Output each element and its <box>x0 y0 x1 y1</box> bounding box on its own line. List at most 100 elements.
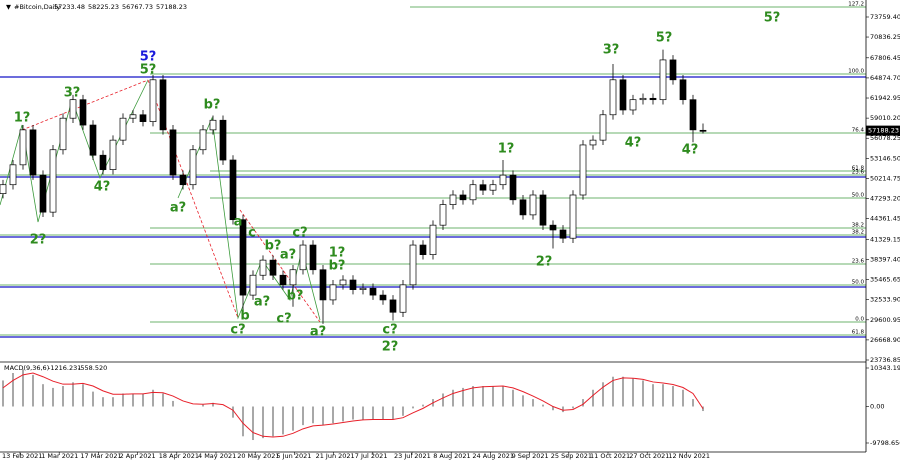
y-tick-label: 41329.15 <box>870 235 900 243</box>
wave-label: 1? <box>329 246 346 261</box>
wave-label: 4? <box>625 136 642 151</box>
candle-body <box>599 114 607 141</box>
x-tick-label: 9 Sep 2021 <box>512 452 549 460</box>
fib-label: 100.0 <box>848 69 864 75</box>
x-tick-label: 25 Sep 2021 <box>551 452 592 460</box>
candle-body <box>399 284 407 313</box>
candle-body <box>309 244 317 271</box>
wave-label: 1? <box>14 111 31 126</box>
fib-label: 76.4 <box>852 128 865 134</box>
candle-body <box>329 284 337 301</box>
candle-body <box>259 259 267 276</box>
x-tick-label: 1 Mar 2021 <box>41 452 78 460</box>
wave-label: a? <box>310 325 326 340</box>
candle-body <box>289 269 297 286</box>
candle-body <box>189 149 197 186</box>
candle-body <box>629 99 637 111</box>
y-tick-label: 70836.25 <box>870 33 900 41</box>
candle-body <box>659 59 667 101</box>
x-tick-label: 20 May 2021 <box>237 452 279 460</box>
y-tick-label: 59010.20 <box>870 114 900 122</box>
y-tick-label: 73759.40 <box>870 13 900 21</box>
candle-body <box>649 97 657 101</box>
candle-body <box>459 194 467 201</box>
candle-body <box>489 184 497 191</box>
candle-body <box>619 79 627 111</box>
candle-body <box>129 114 137 119</box>
candle-body <box>339 279 347 286</box>
y-tick-label: 47293.20 <box>870 194 900 202</box>
wave-label: c <box>248 226 256 241</box>
header-close: 57188.23 <box>156 3 187 11</box>
x-tick-label: 8 Aug 2021 <box>433 452 471 460</box>
candle-body <box>199 129 207 151</box>
macd-value: -1216.231 <box>48 364 81 372</box>
candle-body <box>569 194 577 239</box>
candle-body <box>349 279 357 290</box>
fib-label: 127.2 <box>848 2 864 8</box>
x-tick-label: 21 Jun 2021 <box>316 452 355 460</box>
wave-label: 2? <box>382 340 399 355</box>
wave-label: 2? <box>536 255 553 270</box>
wave-label: 5? <box>656 31 673 46</box>
macd-signal <box>2 372 704 438</box>
macd-title: MACD(9,36,6) <box>4 364 49 372</box>
candle-body <box>19 129 27 166</box>
candle-body <box>579 144 587 196</box>
x-tick-label: 17 Mar 2021 <box>80 452 121 460</box>
fib-label: 38.2 <box>852 230 864 236</box>
candle-body <box>179 174 187 186</box>
macd-tick-label: -9798.656 <box>870 439 900 447</box>
wave-label: a? <box>254 295 270 310</box>
candle-body <box>229 159 237 221</box>
candle-body <box>99 154 107 170</box>
y-tick-label: 67806.45 <box>870 54 900 62</box>
candle-body <box>29 129 37 176</box>
y-tick-label: 35465.65 <box>870 276 900 284</box>
candle-body <box>389 299 397 313</box>
candle-body <box>689 99 697 131</box>
wave-label: 5? <box>764 11 781 26</box>
candle-body <box>549 224 557 231</box>
candle-body <box>449 194 457 205</box>
x-tick-label: 13 Feb 2021 <box>2 452 42 460</box>
candle-body <box>49 149 57 213</box>
fib-label: 50.0 <box>852 280 865 286</box>
wave-label: 5? <box>140 63 157 78</box>
wave-label: c? <box>382 323 397 338</box>
wave-label: b? <box>287 289 304 304</box>
candle-body <box>509 174 517 201</box>
x-tick-label: 12 Nov 2021 <box>668 452 710 460</box>
candle-body <box>499 174 507 186</box>
fib-label: 50.0 <box>852 193 865 199</box>
macd-signal-value: -558.520 <box>78 364 107 372</box>
candle-body <box>319 269 327 301</box>
candle-body <box>539 194 547 226</box>
candle-body <box>639 97 647 101</box>
candle-body <box>379 294 387 301</box>
candle-body <box>609 79 617 116</box>
candle-body <box>279 274 287 286</box>
header-high: 58225.23 <box>88 3 119 11</box>
wave-label: 3? <box>603 43 620 58</box>
wave-label: 4? <box>94 180 111 195</box>
wave-label: b? <box>204 98 221 113</box>
candle-body <box>249 274 257 296</box>
candle-body <box>89 124 97 156</box>
wave-label: 3? <box>64 86 81 101</box>
candle-body <box>219 119 227 161</box>
macd-tick-label: 0.00 <box>870 403 884 411</box>
candle-body <box>359 287 367 290</box>
x-tick-label: 27 Oct 2021 <box>629 452 669 460</box>
y-tick-label: 56078.25 <box>870 134 900 142</box>
x-tick-label: 18 Apr 2021 <box>159 452 199 460</box>
candle-body <box>169 129 177 176</box>
candle-body <box>149 79 157 122</box>
candle-body <box>669 59 677 81</box>
wave-label: 2? <box>30 233 47 248</box>
candle-body <box>0 184 7 194</box>
wave-label: b? <box>329 259 346 274</box>
y-tick-label: 61942.95 <box>870 94 900 102</box>
